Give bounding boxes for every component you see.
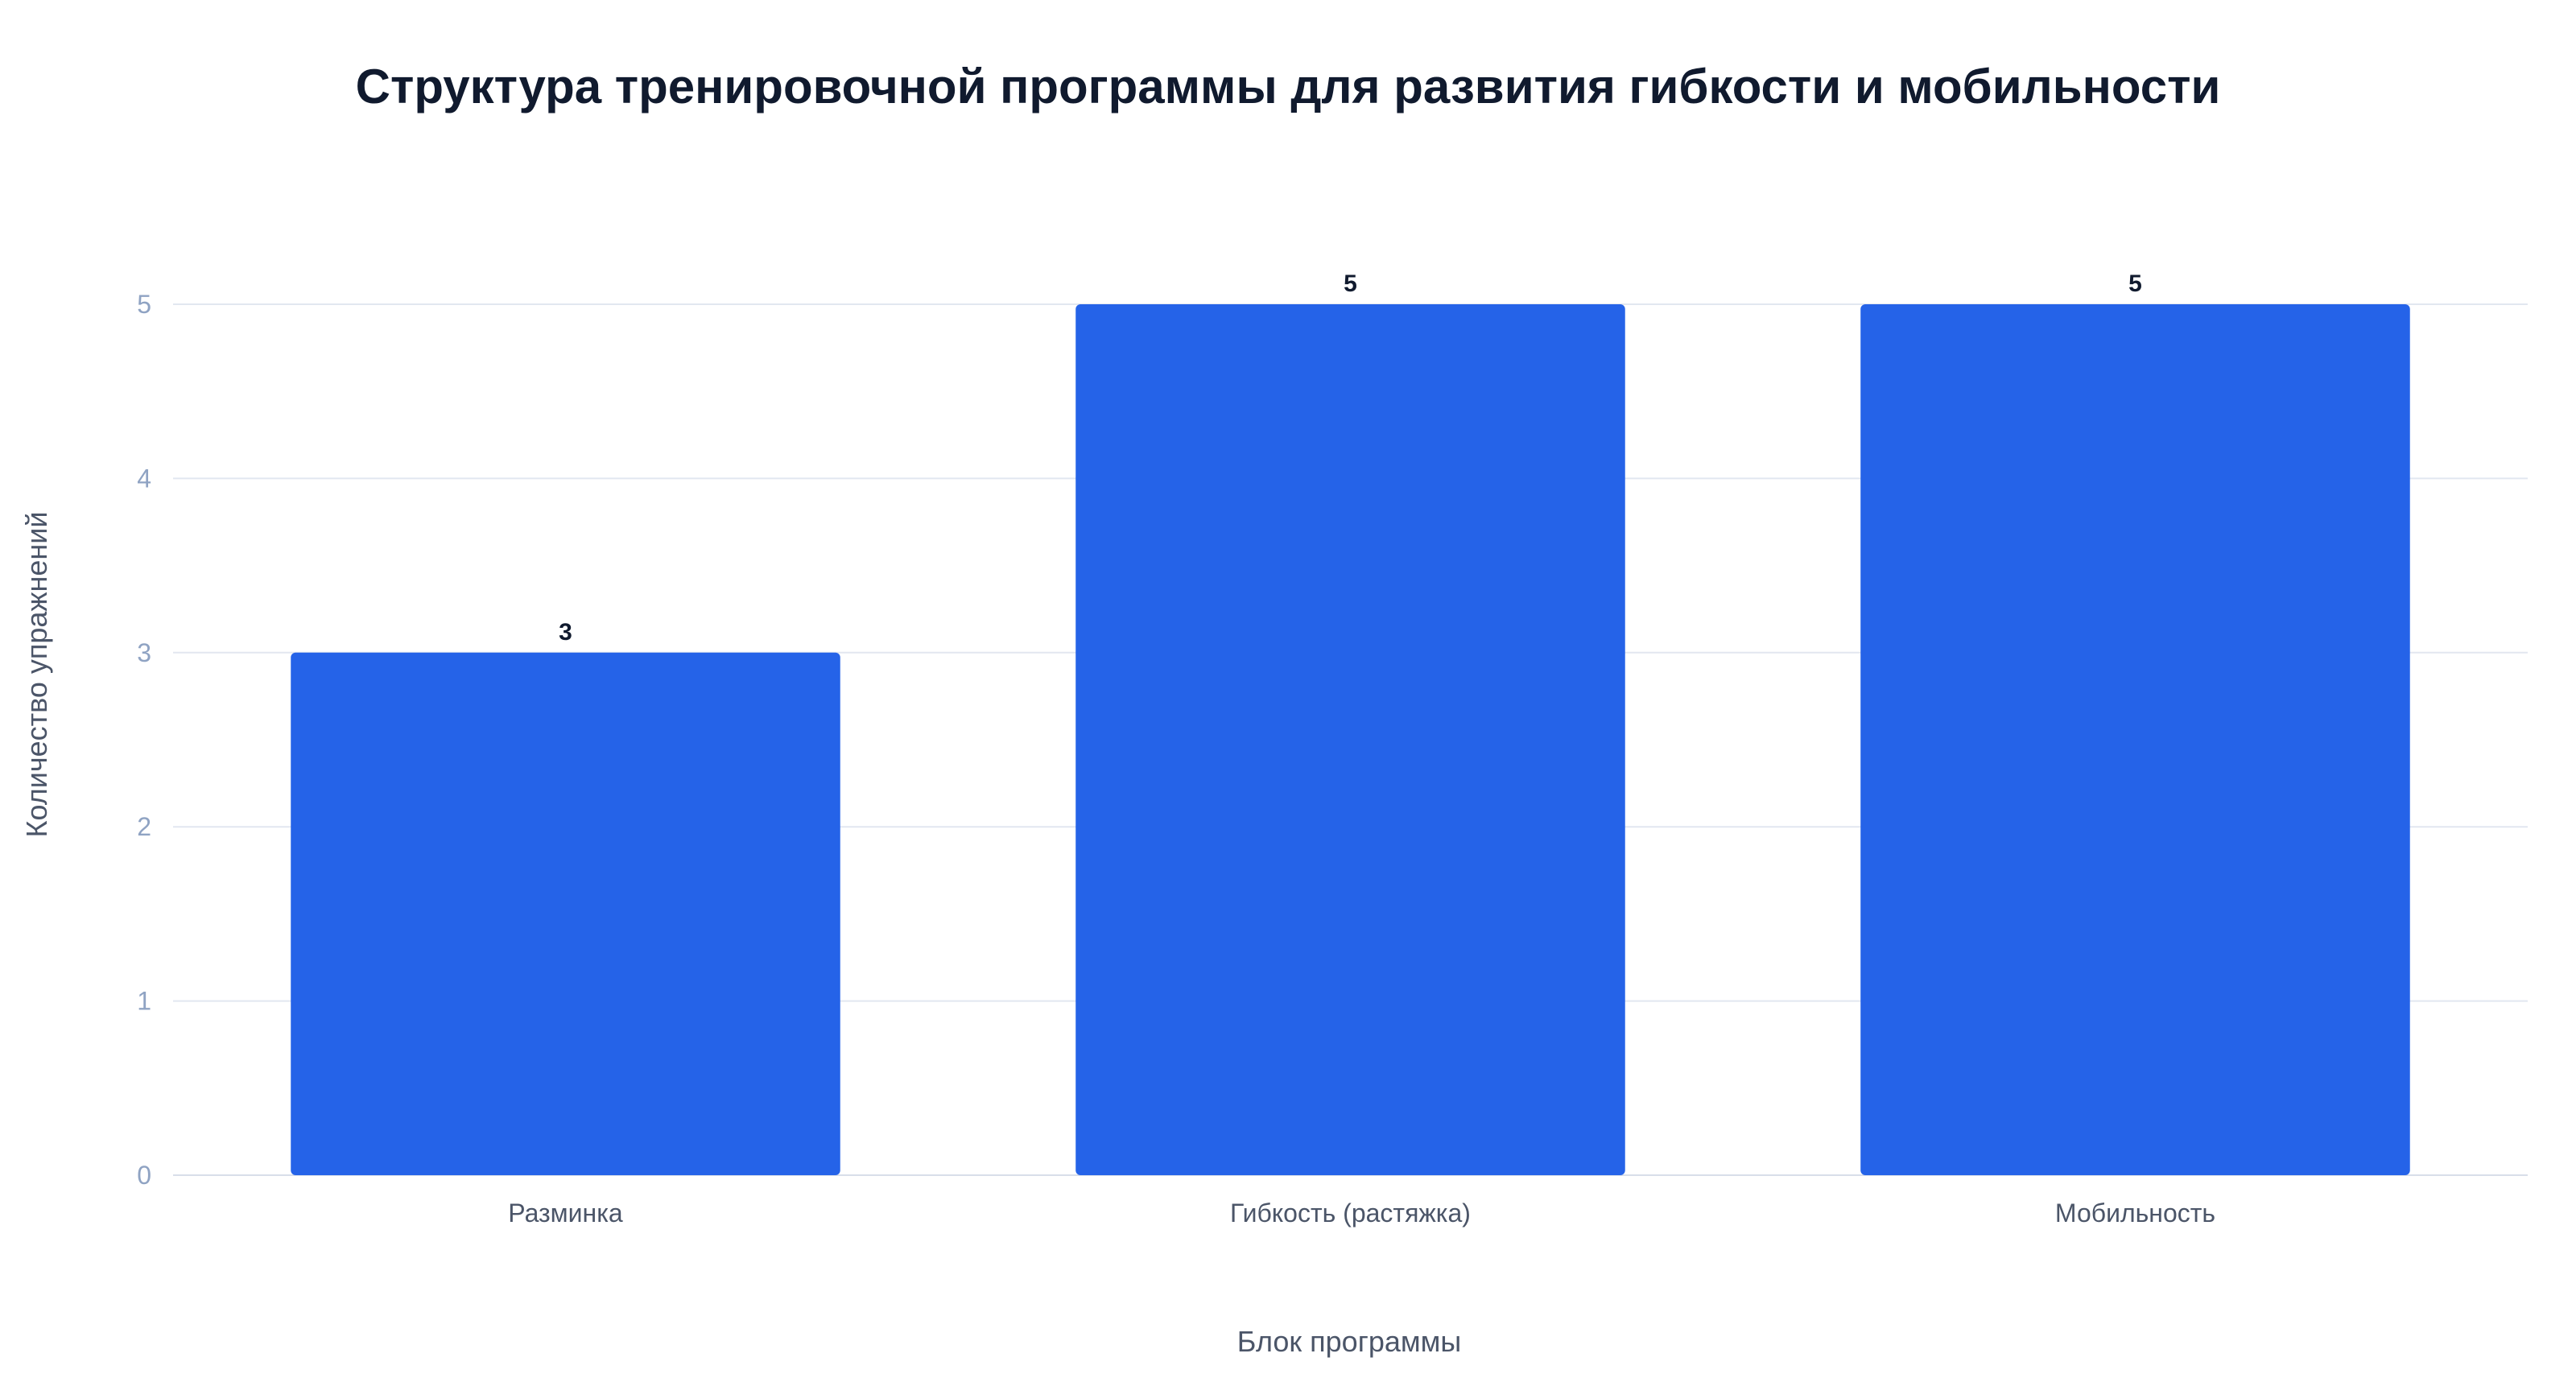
x-axis-title: Блок программы [1237,1325,1462,1358]
y-tick-label: 4 [137,464,151,493]
bars [291,304,2410,1175]
y-axis-title: Количество упражнений [20,512,53,838]
bar [1860,304,2410,1175]
y-tick-label: 0 [137,1161,151,1190]
chart-title: Структура тренировочной программы для ра… [356,60,2221,113]
data-labels: 3 5 5 [559,270,2142,646]
data-label: 5 [1344,270,1357,297]
y-tick-label: 2 [137,812,151,841]
bar [291,652,840,1175]
data-label: 3 [559,619,572,646]
data-label: 5 [2128,270,2142,297]
x-tick-label: Гибкость (растяжка) [1230,1199,1471,1228]
y-tick-label: 3 [137,638,151,667]
y-tick-label: 1 [137,987,151,1016]
x-tick-label: Разминка [508,1199,623,1228]
bar [1075,304,1625,1175]
y-axis-ticks: 0 1 2 3 4 5 [137,290,151,1190]
x-axis-ticks: Разминка Гибкость (растяжка) Мобильность [508,1199,2215,1228]
x-tick-label: Мобильность [2055,1199,2215,1228]
y-tick-label: 5 [137,290,151,319]
